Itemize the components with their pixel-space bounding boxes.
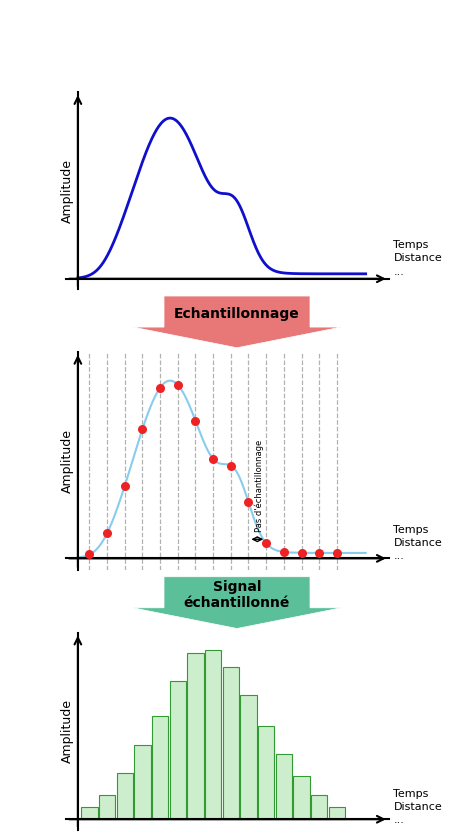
Text: Temps
Distance
...: Temps Distance ...	[393, 241, 442, 277]
Polygon shape	[133, 296, 341, 348]
Bar	[276, 753, 292, 820]
Bar	[205, 650, 221, 820]
Text: Temps
Distance
...: Temps Distance ...	[393, 789, 442, 825]
Bar	[117, 773, 133, 820]
Polygon shape	[133, 577, 341, 628]
Bar	[258, 726, 274, 820]
Text: Pas d'échantillonnage: Pas d'échantillonnage	[254, 439, 264, 531]
Bar	[187, 654, 204, 820]
Bar	[240, 695, 256, 820]
Bar	[81, 807, 98, 820]
Bar	[223, 667, 239, 820]
Bar	[293, 776, 310, 820]
Bar	[99, 795, 115, 820]
Bar	[311, 795, 328, 820]
Bar	[152, 716, 168, 820]
Y-axis label: Amplitude: Amplitude	[61, 699, 73, 763]
Text: Echantillonnage: Echantillonnage	[174, 307, 300, 321]
Bar	[134, 745, 151, 820]
Y-axis label: Amplitude: Amplitude	[61, 158, 73, 223]
Bar	[170, 681, 186, 820]
Text: Temps
Distance
...: Temps Distance ...	[393, 525, 442, 561]
Bar	[329, 807, 345, 820]
Text: Signal
échantillonné: Signal échantillonné	[184, 580, 290, 610]
Y-axis label: Amplitude: Amplitude	[61, 429, 73, 493]
